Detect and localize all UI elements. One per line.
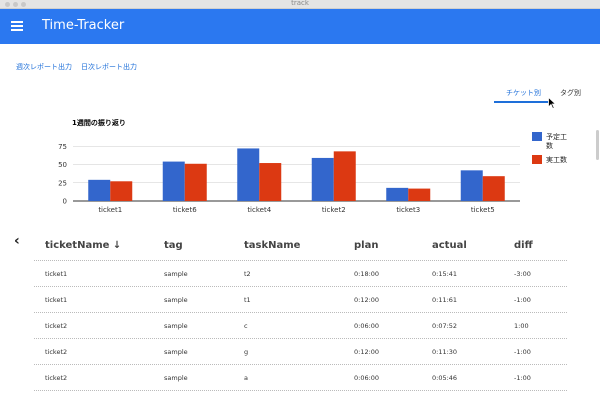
header-diff[interactable]: diff <box>514 240 533 251</box>
cell-task-name: c <box>244 322 248 330</box>
window-title: track <box>291 0 309 7</box>
legend-swatch-planned <box>532 132 542 141</box>
y-tick-label: 0 <box>63 198 67 206</box>
cell-task-name: g <box>244 348 249 356</box>
app-title: Time-Tracker <box>42 18 125 33</box>
cell-ticket-name: ticket1 <box>45 270 68 278</box>
legend-label-actual: 実工数 <box>546 155 567 164</box>
bar-actual-ticket4 <box>259 163 282 201</box>
weekly-report-link[interactable]: 週次レポート出力 <box>16 63 72 71</box>
header-ticket-name[interactable]: ticketName ↓ <box>45 240 122 251</box>
minimize-window-button[interactable] <box>13 2 18 7</box>
cell-plan: 0:06:00 <box>354 322 380 330</box>
cell-diff: -1:00 <box>514 348 531 356</box>
bar-planned-ticket5 <box>460 170 483 201</box>
cell-diff: -1:00 <box>514 296 531 304</box>
hamburger-menu-icon[interactable] <box>11 21 23 31</box>
cell-task-name: t1 <box>244 296 251 304</box>
chevron-left-icon[interactable]: ‹ <box>14 233 20 249</box>
cell-actual: 0:11:30 <box>432 348 458 356</box>
bar-actual-ticket1 <box>110 181 133 201</box>
cell-ticket-name: ticket2 <box>45 348 68 356</box>
cell-ticket-name: ticket2 <box>45 374 68 382</box>
cell-diff: -1:00 <box>514 374 531 382</box>
header-actual[interactable]: actual <box>432 240 467 251</box>
weekly-review-bar-chart: 0 25 50 75 ticket1 ticket6 ticket4 ticket2 ticke… <box>58 132 567 214</box>
x-tick-label: ticket3 <box>396 206 420 214</box>
x-tick-label: ticket1 <box>98 206 122 214</box>
cell-task-name: t2 <box>244 270 251 278</box>
cell-plan: 0:12:00 <box>354 348 380 356</box>
cell-tag: sample <box>164 322 188 330</box>
table-row[interactable]: ticket2 sample g 0:12:00 0:11:30 -1:00 <box>34 339 567 365</box>
cell-actual: 0:07:52 <box>432 322 458 330</box>
task-table: ticketName ↓ tag taskName plan actual di… <box>34 230 567 391</box>
bar-planned-ticket3 <box>386 187 409 201</box>
y-tick-label: 25 <box>58 179 67 187</box>
table-header: ticketName ↓ tag taskName plan actual di… <box>34 230 567 261</box>
daily-report-link[interactable]: 日次レポート出力 <box>81 63 137 71</box>
cell-plan: 0:06:00 <box>354 374 380 382</box>
table-row[interactable]: ticket1 sample t1 0:12:00 0:11:61 -1:00 <box>34 287 567 313</box>
chart-title: 1週間の振り返り <box>72 119 126 127</box>
header-task-name[interactable]: taskName <box>244 240 301 251</box>
header-tag[interactable]: tag <box>164 240 183 251</box>
cell-tag: sample <box>164 296 188 304</box>
bar-actual-ticket3 <box>408 188 431 201</box>
cell-plan: 0:12:00 <box>354 296 380 304</box>
close-window-button[interactable] <box>5 2 10 7</box>
maximize-window-button[interactable] <box>21 2 26 7</box>
bar-actual-ticket5 <box>482 176 505 201</box>
bar-planned-ticket6 <box>162 161 185 201</box>
mouse-cursor-icon <box>548 97 556 109</box>
cell-actual: 0:15:41 <box>432 270 458 278</box>
cell-actual: 0:05:46 <box>432 374 458 382</box>
x-tick-label: ticket4 <box>247 206 271 214</box>
cell-ticket-name: ticket1 <box>45 296 68 304</box>
table-row[interactable]: ticket1 sample t2 0:18:00 0:15:41 -3:00 <box>34 261 567 287</box>
header-plan[interactable]: plan <box>354 240 379 251</box>
cell-plan: 0:18:00 <box>354 270 380 278</box>
cell-tag: sample <box>164 270 188 278</box>
x-tick-label: ticket6 <box>173 206 197 214</box>
y-tick-label: 50 <box>58 161 67 169</box>
legend-swatch-actual <box>532 155 542 164</box>
legend-label-planned: 予定工数 <box>546 132 567 150</box>
cell-actual: 0:11:61 <box>432 296 458 304</box>
cell-task-name: a <box>244 374 248 382</box>
tab-by-ticket[interactable]: チケット別 <box>506 89 541 97</box>
page-scrollbar[interactable] <box>596 130 599 160</box>
cell-diff: -3:00 <box>514 270 531 278</box>
active-tab-indicator <box>494 101 549 103</box>
app-bar: Time-Tracker <box>0 9 600 44</box>
table-body: ticket1 sample t2 0:18:00 0:15:41 -3:00 ticket… <box>34 261 567 391</box>
cell-tag: sample <box>164 374 188 382</box>
table-row[interactable]: ticket2 sample c 0:06:00 0:07:52 1:00 <box>34 313 567 339</box>
x-tick-label: ticket2 <box>322 206 346 214</box>
tab-by-tag[interactable]: タグ別 <box>560 89 581 97</box>
bar-planned-ticket4 <box>237 148 260 201</box>
cell-diff: 1:00 <box>514 322 529 330</box>
window-titlebar: track <box>0 0 600 9</box>
cell-tag: sample <box>164 348 188 356</box>
table-row[interactable]: ticket2 sample a 0:06:00 0:05:46 -1:00 <box>34 365 567 391</box>
y-tick-label: 75 <box>58 143 67 151</box>
bar-planned-ticket1 <box>88 179 111 201</box>
cell-ticket-name: ticket2 <box>45 322 68 330</box>
bar-actual-ticket2 <box>333 151 356 201</box>
bar-planned-ticket2 <box>311 157 334 201</box>
bar-actual-ticket6 <box>184 163 207 201</box>
x-tick-label: ticket5 <box>471 206 495 214</box>
